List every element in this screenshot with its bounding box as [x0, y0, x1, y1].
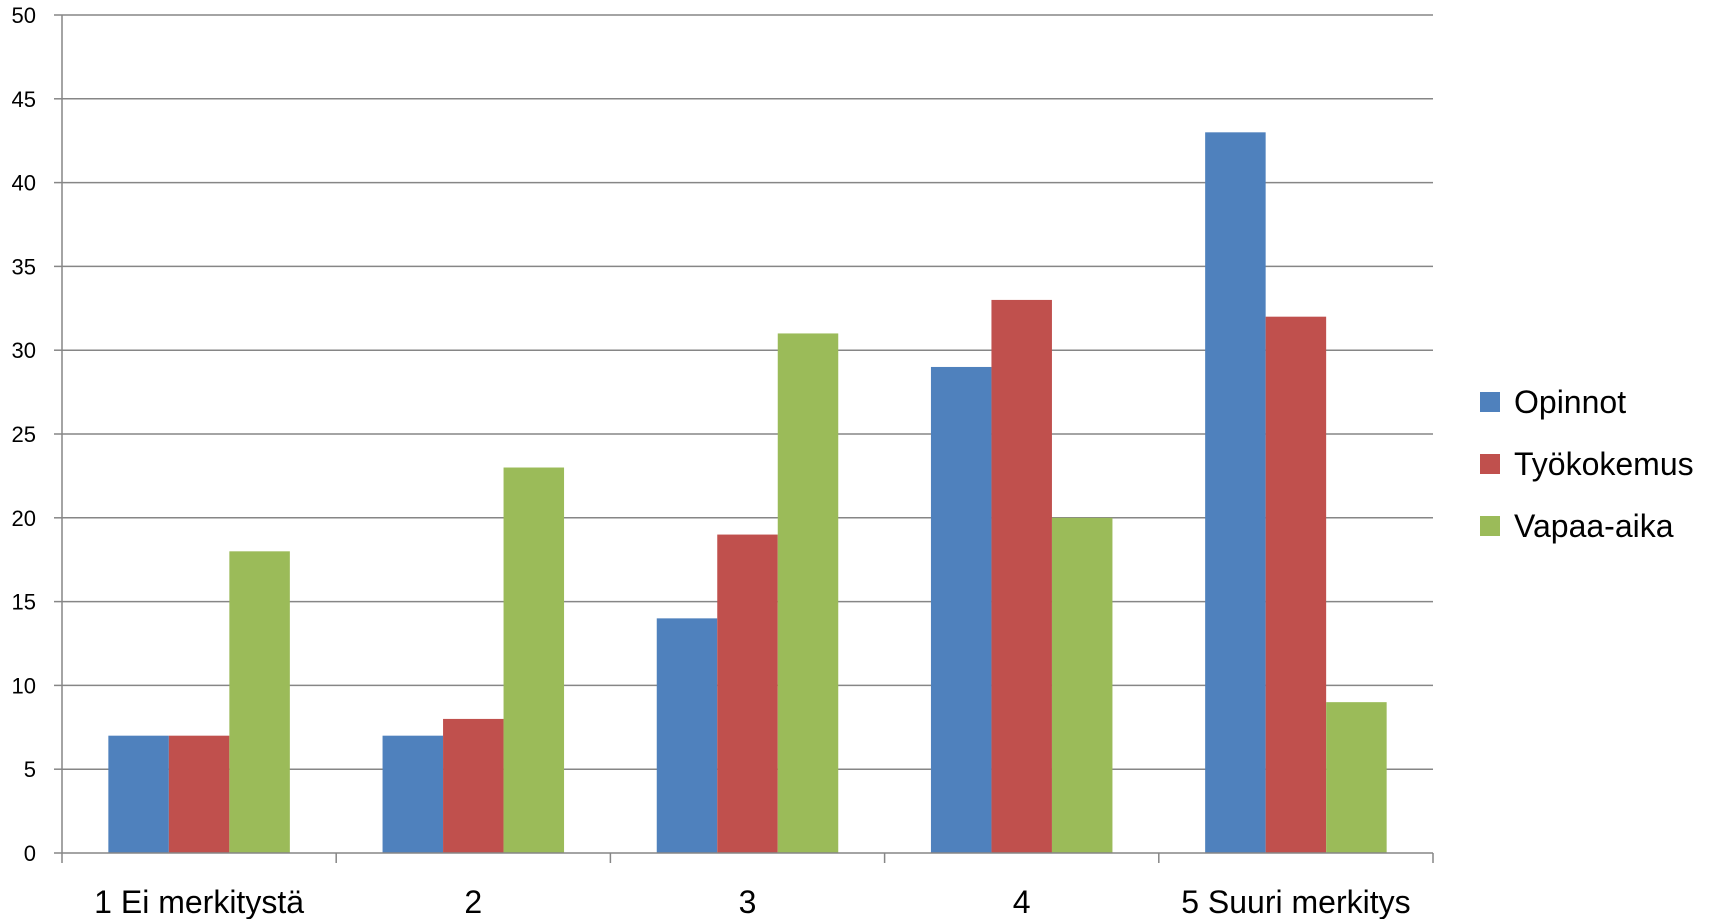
y-axis-tick-labels: 0 5 10 15 20 25 30 35 40 45 50: [12, 3, 36, 866]
y-tick-label-25: 25: [12, 422, 36, 447]
x-axis-category-labels: 1 Ei merkitystä 2 3 4 5 Suuri merkitys: [94, 884, 1410, 919]
bar-2-2: [443, 718, 504, 853]
bar-1-5: [1205, 132, 1266, 853]
x-category-label-2: 2: [464, 884, 482, 919]
axes: [61, 15, 1434, 863]
legend-swatch-2: [1480, 454, 1500, 474]
bar-1-2: [382, 735, 444, 853]
bar-1-1: [108, 735, 169, 853]
legend-label-3: Vapaa-aika: [1514, 508, 1674, 544]
legend-swatch-1: [1480, 392, 1500, 412]
bar-3-5: [1326, 702, 1387, 853]
bar-2-5: [1265, 316, 1327, 853]
x-category-label-3: 3: [739, 884, 757, 919]
x-category-label-1: 1 Ei merkitystä: [94, 884, 304, 919]
bar-3-4: [1051, 517, 1113, 853]
bar-1-4: [930, 366, 992, 853]
y-tick-label-40: 40: [12, 171, 36, 196]
x-category-label-4: 4: [1013, 884, 1031, 919]
legend-swatch-3: [1480, 516, 1500, 536]
legend: Opinnot Työkokemus Vapaa-aika: [1480, 384, 1694, 544]
y-tick-label-10: 10: [12, 673, 36, 698]
y-tick-label-35: 35: [12, 254, 36, 279]
bar-3-2: [503, 467, 565, 853]
bar-2-1: [168, 735, 230, 853]
bar-1-3: [656, 618, 718, 853]
legend-label-1: Opinnot: [1514, 384, 1626, 420]
y-tick-label-15: 15: [12, 590, 36, 615]
y-tick-label-20: 20: [12, 506, 36, 531]
y-tick-label-50: 50: [12, 3, 36, 28]
bar-2-3: [717, 534, 778, 853]
y-tick-label-5: 5: [24, 757, 36, 782]
x-category-label-5: 5 Suuri merkitys: [1181, 884, 1410, 919]
bar-2-4: [991, 299, 1052, 853]
bar-3-3: [777, 333, 839, 853]
legend-label-2: Työkokemus: [1514, 446, 1694, 482]
y-tick-label-30: 30: [12, 338, 36, 363]
bar-3-1: [229, 551, 290, 853]
bars: [108, 132, 1387, 853]
y-tick-label-0: 0: [24, 841, 36, 866]
y-tick-label-45: 45: [12, 87, 36, 112]
